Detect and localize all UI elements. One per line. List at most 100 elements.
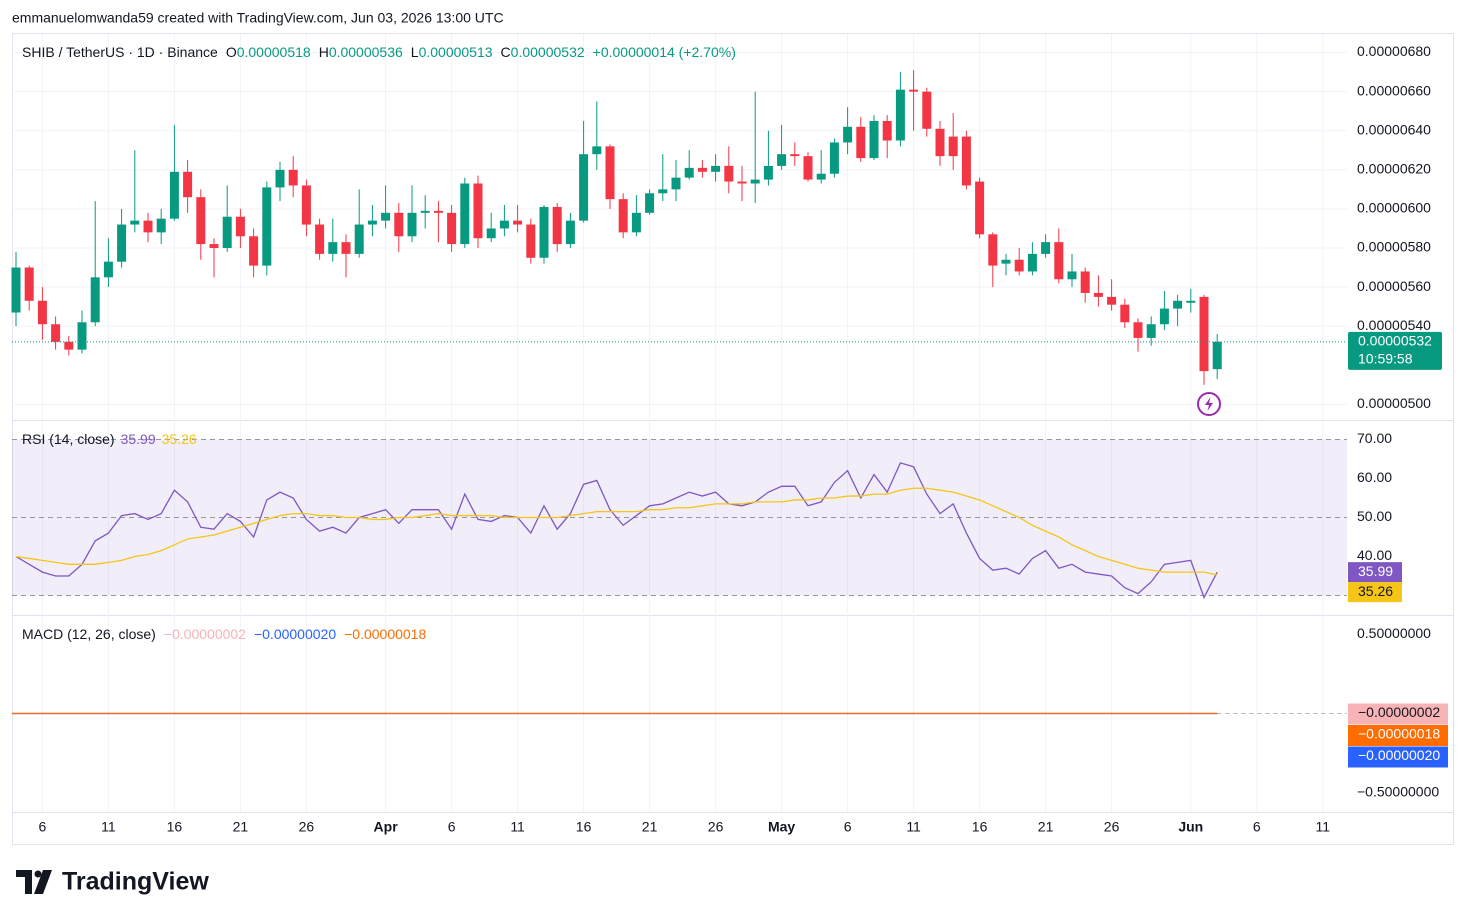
candle-body [645, 193, 655, 213]
candle-body [24, 267, 34, 301]
candle-body [843, 126, 853, 143]
candle-body [1041, 242, 1051, 254]
candle-body [64, 341, 74, 350]
x-tick-label: 21 [1038, 819, 1054, 835]
candle-body [354, 224, 364, 254]
macd-value-label: −0.00000002 [1358, 704, 1440, 720]
rsi-line [15, 462, 1218, 600]
candle-body [922, 91, 932, 129]
logo-icon [16, 870, 52, 894]
x-tick-label: 21 [233, 819, 249, 835]
macd-value-box [1348, 725, 1448, 746]
rsi-tick-label: 50.00 [1357, 508, 1392, 524]
candle-body [1014, 259, 1024, 272]
candle-body [790, 154, 800, 157]
ohlc-label: C [501, 44, 511, 60]
alert-bolt [1205, 397, 1213, 411]
candle-body [777, 154, 787, 166]
candle-body [1120, 304, 1130, 323]
x-tick-label: 26 [708, 819, 724, 835]
macd-value-box [1348, 703, 1448, 725]
candle-body [473, 183, 483, 239]
candle-body [420, 210, 430, 213]
candle-body [209, 244, 219, 248]
candle-body [37, 300, 47, 325]
candle-body [301, 185, 311, 225]
rsi-value-box [1348, 562, 1402, 583]
macd-title: MACD (12, 26, close) [22, 626, 156, 642]
ohlc-label: H [319, 44, 329, 60]
candle-body [1186, 300, 1196, 303]
ohlc-label: L [411, 44, 419, 60]
alert-icon[interactable] [1197, 392, 1221, 416]
candle-body [763, 165, 773, 180]
candle-body [1159, 308, 1169, 325]
candle-body [460, 183, 470, 245]
candle-body [486, 228, 496, 239]
last-price-box [1348, 331, 1442, 370]
x-tick-label: 11 [101, 819, 116, 835]
x-tick-label: 11 [1316, 819, 1331, 835]
candle-body [222, 216, 232, 248]
ohlc-value: 0.00000536 [329, 44, 403, 60]
candle-body [315, 224, 325, 254]
candle-body [697, 167, 707, 172]
candle-body [565, 220, 575, 245]
x-tick-label: 16 [167, 819, 183, 835]
candle-body [711, 165, 721, 172]
rsi-tick-label: 60.00 [1357, 469, 1392, 485]
candle-body [407, 212, 417, 237]
candle-body [895, 89, 905, 141]
x-tick-label: 16 [576, 819, 592, 835]
macd-value-label: −0.00000020 [1358, 747, 1440, 763]
y-tick-label: 0.00000620 [1357, 161, 1431, 177]
x-tick-label: 11 [510, 819, 525, 835]
candle-body [130, 220, 140, 225]
candle-body [961, 136, 971, 186]
labels: 6 11 16 21 26 Apr 6 11 16 21 26 May 6 11 16 21 26 Jun 6 11 0… [22, 43, 1448, 835]
macd-legend: MACD (12, 26, close) −0.00000002 −0.000000… [22, 626, 426, 642]
candle-body [1212, 341, 1222, 370]
candle-body [183, 171, 193, 198]
candle-body [1027, 253, 1037, 272]
candle-body [103, 261, 113, 278]
x-tick-label: 6 [1253, 819, 1261, 835]
macd-value-box [1348, 746, 1448, 768]
candle-body [499, 220, 509, 229]
ohlc-value: 0.00000513 [419, 44, 493, 60]
y-tick-label: 0.00000600 [1357, 200, 1431, 216]
rsi-line [15, 487, 1218, 576]
candle-body [592, 146, 602, 155]
rsi-title: RSI (14, close) [22, 431, 115, 447]
macd-tick-label: −0.50000000 [1357, 784, 1439, 800]
x-tick-label: 26 [299, 819, 315, 835]
candle-body [328, 242, 338, 254]
rsi-legend: RSI (14, close) 35.99 35.26 [22, 431, 197, 447]
candle-body [117, 224, 127, 262]
logo-shape [34, 870, 52, 894]
x-tick-label: 6 [39, 819, 47, 835]
candle-body [156, 218, 166, 233]
y-tick-label: 0.00000680 [1357, 43, 1431, 59]
candle-body [381, 212, 391, 221]
x-tick-label: 16 [972, 819, 988, 835]
candle-body [816, 173, 826, 180]
x-tick-label: 11 [906, 819, 921, 835]
macd-value-label: −0.00000018 [1358, 726, 1440, 742]
candle-body [948, 136, 958, 157]
x-tick-label: 6 [448, 819, 456, 835]
rsi-value-box [1348, 582, 1402, 603]
candle-body [1067, 271, 1077, 280]
logo-shape [34, 870, 42, 878]
candle-body [447, 212, 457, 245]
candle-body [935, 128, 945, 157]
candle-body [988, 234, 998, 266]
macd-legend-value: −0.00000002 [164, 626, 246, 642]
x-tick-label: 6 [844, 819, 852, 835]
candle-body [262, 187, 272, 266]
candle-body [11, 267, 21, 313]
candle-body [671, 177, 681, 190]
candle-body [882, 120, 892, 141]
macd-legend-value: −0.00000018 [344, 626, 426, 642]
